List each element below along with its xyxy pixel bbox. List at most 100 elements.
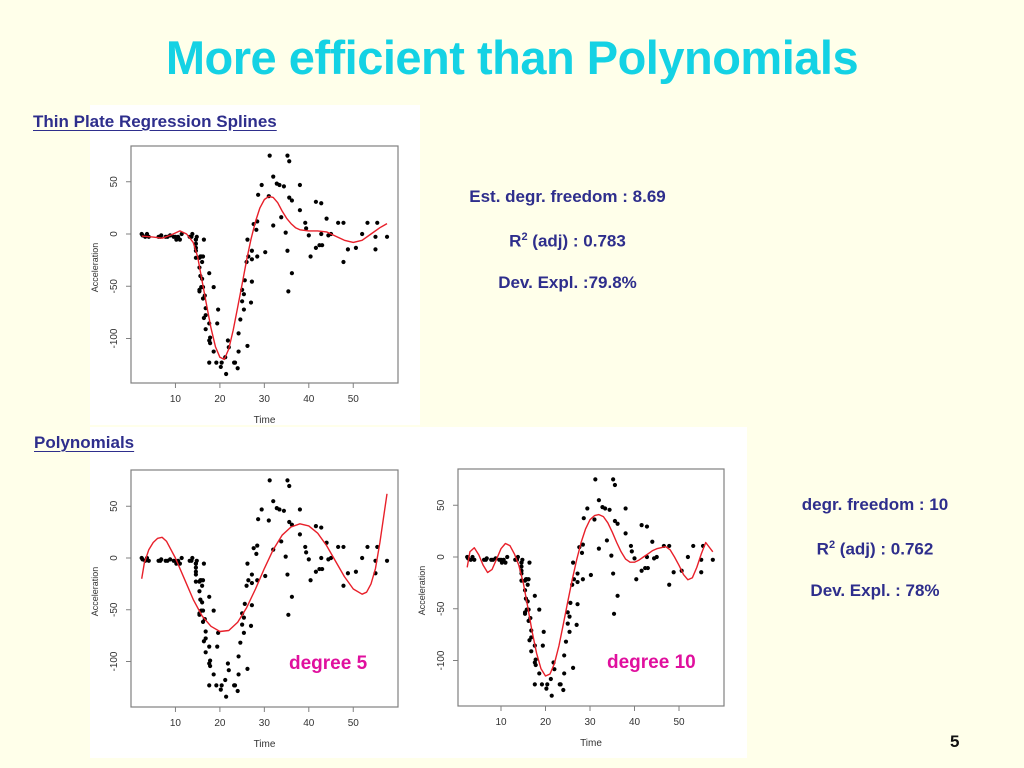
data-point — [256, 517, 261, 522]
y-tick-label: 0 — [436, 554, 447, 560]
data-point — [263, 250, 268, 255]
r2-symbol: R — [509, 231, 522, 251]
data-point — [373, 247, 378, 252]
poly-df: degr. freedom : 10 — [801, 495, 949, 514]
data-point — [255, 543, 260, 548]
x-tick-label: 50 — [348, 394, 360, 405]
data-point — [570, 560, 576, 565]
data-point — [308, 254, 313, 259]
y-tick-label: 0 — [109, 555, 120, 561]
data-point — [193, 565, 198, 570]
data-point — [211, 349, 216, 354]
data-point — [304, 550, 309, 555]
data-point — [313, 569, 319, 574]
data-point — [285, 572, 290, 577]
data-point — [224, 371, 229, 377]
data-point — [200, 600, 205, 605]
spline-dev-expl: Dev. Expl. :79.8% — [498, 272, 637, 292]
data-point — [146, 558, 151, 563]
data-point — [249, 603, 255, 608]
data-point — [197, 589, 202, 594]
data-point — [245, 237, 250, 242]
data-point — [208, 340, 213, 346]
fit-line — [141, 493, 388, 633]
data-point — [256, 192, 261, 197]
data-point — [360, 555, 365, 561]
data-point — [277, 182, 282, 188]
x-axis-label: Time — [254, 739, 276, 750]
degree10-annotation: degree 10 — [607, 652, 696, 673]
r2-symbol: R — [816, 539, 829, 559]
data-point — [503, 560, 508, 565]
data-point — [562, 671, 567, 676]
data-point — [623, 531, 628, 536]
data-point — [245, 666, 250, 671]
x-tick-label: 10 — [495, 717, 507, 728]
y-tick-label: 0 — [109, 231, 120, 237]
data-point — [515, 554, 521, 560]
data-point — [297, 182, 303, 188]
data-point — [245, 561, 250, 566]
data-point — [159, 557, 164, 562]
data-point — [336, 220, 341, 225]
data-point — [219, 360, 224, 365]
data-point — [632, 556, 637, 561]
data-point — [710, 557, 715, 562]
data-point — [580, 577, 585, 582]
data-point — [611, 477, 616, 482]
data-point — [540, 643, 545, 648]
data-point — [193, 572, 198, 577]
data-point — [208, 658, 213, 663]
data-point — [241, 630, 247, 635]
y-tick-label: -50 — [109, 602, 120, 617]
slide-title: More efficient than Polynomials — [165, 31, 859, 84]
data-point — [240, 299, 245, 304]
data-point — [279, 539, 284, 544]
data-point — [324, 216, 329, 221]
data-point — [691, 543, 696, 549]
data-point — [336, 544, 341, 550]
data-point — [277, 507, 282, 512]
data-point — [281, 508, 287, 513]
data-point — [263, 573, 268, 579]
y-tick-label: -100 — [109, 328, 120, 348]
data-point — [588, 572, 593, 578]
data-point — [286, 289, 291, 294]
poly-r2: R2 (adj) : 0.762 — [755, 525, 995, 570]
data-point — [609, 553, 614, 558]
data-point — [203, 636, 208, 641]
data-point — [241, 615, 247, 620]
data-point — [529, 649, 534, 654]
data-point — [345, 247, 351, 252]
data-point — [287, 195, 292, 200]
data-point — [190, 231, 195, 237]
data-point — [575, 602, 580, 607]
data-point — [541, 629, 546, 634]
data-point — [289, 271, 295, 276]
data-point — [242, 601, 247, 606]
data-point — [319, 555, 324, 561]
data-point — [341, 544, 346, 550]
data-point — [552, 667, 557, 672]
data-point — [225, 338, 231, 343]
data-point — [525, 582, 530, 587]
data-point — [200, 608, 206, 613]
data-point — [484, 556, 489, 561]
data-point — [567, 629, 572, 634]
data-point — [193, 579, 198, 584]
data-point — [612, 518, 618, 524]
data-point — [216, 307, 221, 312]
fit-line — [141, 195, 388, 361]
data-point — [211, 608, 216, 613]
spline-chart-panel — [90, 105, 420, 425]
data-point — [246, 578, 251, 583]
data-point — [562, 653, 567, 658]
data-point — [203, 629, 208, 634]
data-point — [271, 174, 276, 179]
data-point — [179, 555, 184, 561]
data-point — [561, 687, 566, 693]
data-point — [194, 234, 199, 239]
x-tick-label: 40 — [629, 717, 641, 728]
data-point — [236, 672, 241, 677]
